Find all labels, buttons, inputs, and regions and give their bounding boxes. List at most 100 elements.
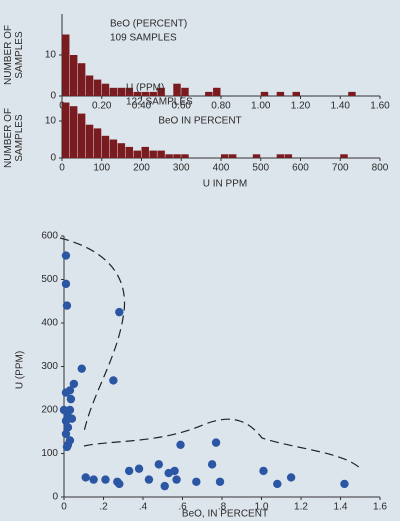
envelope-upper — [59, 237, 126, 433]
annotation: U (PPM) — [126, 83, 164, 94]
y-axis-label: SAMPLES — [14, 114, 25, 162]
bar — [157, 87, 165, 96]
bar — [117, 87, 126, 96]
point — [144, 475, 154, 484]
envelope-lower — [83, 418, 363, 471]
point — [69, 379, 79, 389]
bar — [85, 124, 94, 158]
point — [192, 477, 201, 486]
x-tick-label: 700 — [332, 163, 349, 174]
y-tick-label: 0 — [50, 91, 56, 102]
x-tick-label: 800 — [372, 163, 389, 174]
x-tick-label: .4 — [139, 502, 148, 513]
bar — [85, 75, 94, 96]
x-tick-label: 1.4 — [334, 502, 348, 513]
bar — [117, 143, 126, 158]
bar — [276, 91, 285, 96]
x-tick-label: 1.6 — [373, 502, 387, 513]
point — [176, 440, 185, 449]
point — [160, 481, 169, 491]
point — [101, 475, 110, 484]
bar — [205, 91, 213, 96]
point — [65, 405, 75, 415]
y-axis-label: SAMPLES — [14, 31, 25, 79]
bar — [284, 154, 293, 158]
bar — [340, 154, 348, 158]
y-tick-label: 300 — [41, 361, 58, 372]
x-tick-label: 0.20 — [92, 101, 112, 112]
x-tick-label: 600 — [292, 163, 309, 174]
y-tick-label: 200 — [41, 405, 58, 416]
bar — [125, 146, 134, 158]
bar — [133, 150, 141, 158]
bar — [348, 91, 356, 96]
point — [65, 386, 75, 395]
point — [211, 438, 221, 447]
y-tick-label: 500 — [41, 274, 58, 285]
x-tick-label: 400 — [213, 163, 230, 174]
bar — [260, 91, 269, 96]
point — [215, 477, 225, 486]
bar — [69, 55, 78, 96]
y-tick-label: 600 — [41, 231, 58, 242]
y-axis-label: NUMBER OF — [3, 25, 14, 85]
point — [63, 423, 73, 432]
bar — [149, 91, 157, 96]
x-tick-label: 1.40 — [331, 101, 351, 112]
bar — [165, 154, 173, 158]
bar — [157, 150, 165, 158]
y-tick-label: 0 — [52, 492, 58, 503]
x-tick-label: 500 — [252, 163, 269, 174]
bar — [141, 91, 149, 96]
y-tick-label: 10 — [45, 50, 57, 61]
x-axis-label: BeO IN PERCENT — [158, 116, 241, 127]
y-tick-label: 400 — [41, 318, 58, 329]
point — [340, 479, 349, 489]
point — [62, 442, 72, 452]
bar — [213, 87, 221, 96]
bar — [125, 87, 134, 96]
x-tick-label: 1.00 — [251, 101, 271, 112]
x-tick-label: 0 — [59, 163, 65, 174]
x-tick-label: .2 — [99, 502, 108, 513]
bar — [173, 154, 181, 158]
point — [154, 460, 163, 469]
point — [66, 394, 76, 404]
point — [124, 466, 134, 476]
bar — [109, 87, 118, 96]
bar — [77, 63, 86, 96]
point — [61, 429, 71, 439]
point — [115, 307, 124, 317]
bar — [69, 106, 78, 158]
annotation: BeO (PERCENT) — [110, 19, 187, 30]
x-tick-label: 0.60 — [172, 101, 192, 112]
bar — [77, 113, 86, 158]
annotation: 109 SAMPLES — [110, 33, 177, 44]
bar — [62, 34, 70, 96]
point — [273, 479, 282, 489]
x-tick-label: 100 — [93, 163, 110, 174]
bar — [149, 150, 157, 158]
point — [115, 479, 124, 489]
point — [61, 251, 71, 260]
point — [67, 414, 77, 423]
bar — [173, 83, 181, 96]
bar — [252, 154, 261, 158]
point — [61, 279, 71, 289]
bar — [93, 79, 102, 96]
bar — [228, 154, 237, 158]
bar — [109, 139, 118, 158]
x-tick-label: .8 — [218, 502, 227, 513]
x-axis-label: U IN PPM — [203, 179, 247, 190]
x-axis-label: BeO, IN PERCENT — [182, 509, 268, 520]
point — [59, 405, 69, 415]
x-tick-label: 0.40 — [132, 101, 152, 112]
bar — [101, 135, 110, 158]
point — [286, 473, 296, 482]
x-tick-label: 0 — [61, 502, 67, 513]
bar — [133, 91, 141, 96]
annotation: 122 SAMPLES — [126, 97, 193, 108]
point — [109, 376, 118, 385]
point — [207, 460, 217, 469]
